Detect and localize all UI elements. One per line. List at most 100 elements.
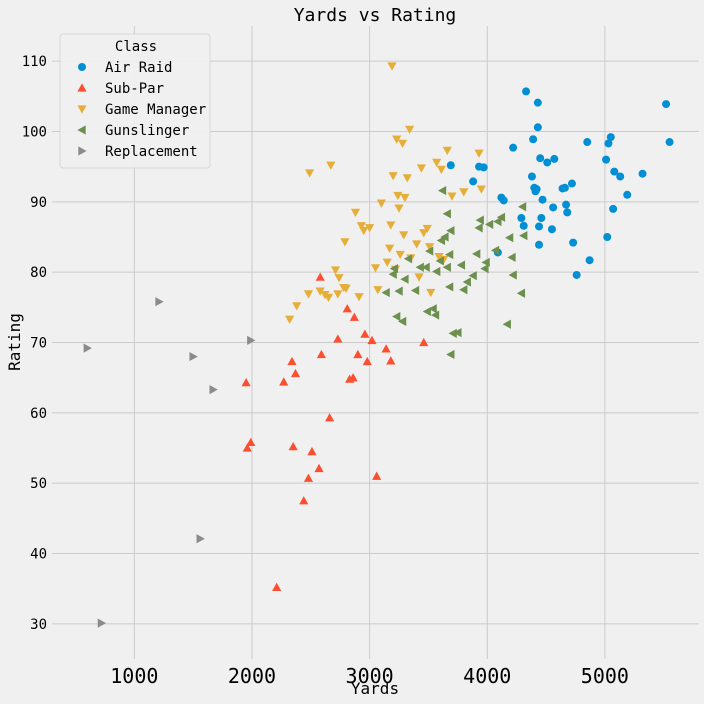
x-tick-label: 2000 xyxy=(228,664,276,688)
data-point-sub-par xyxy=(299,496,309,505)
data-point-gunslinger xyxy=(446,226,455,236)
data-point-gunslinger xyxy=(472,249,481,259)
data-point-replacement xyxy=(196,534,205,544)
data-point-sub-par xyxy=(349,312,359,321)
data-point-gunslinger xyxy=(430,310,440,320)
data-point-sub-par xyxy=(342,304,352,313)
legend-label-gunslinger: Gunslinger xyxy=(105,123,189,139)
x-tick-label: 4000 xyxy=(463,664,511,688)
y-tick-label: 30 xyxy=(30,617,47,633)
data-point-game-manager xyxy=(393,191,403,201)
data-point-sub-par xyxy=(288,441,298,451)
data-point-air-raid xyxy=(527,172,536,181)
data-point-game-manager xyxy=(386,221,396,230)
data-point-game-manager xyxy=(436,165,446,175)
data-point-game-manager xyxy=(340,238,350,247)
data-point-air-raid xyxy=(537,214,546,223)
data-point-air-raid xyxy=(623,190,632,199)
data-point-air-raid xyxy=(536,154,545,163)
data-point-game-manager xyxy=(447,192,457,201)
data-point-gunslinger xyxy=(440,232,449,242)
data-point-game-manager xyxy=(474,149,484,158)
data-point-game-manager xyxy=(323,293,334,303)
data-point-game-manager xyxy=(350,208,361,217)
data-point-air-raid xyxy=(603,233,612,241)
data-point-gunslinger xyxy=(481,257,490,267)
data-point-gunslinger xyxy=(459,285,468,295)
data-point-game-manager xyxy=(422,224,432,234)
data-point-game-manager xyxy=(285,315,295,324)
data-point-air-raid xyxy=(572,270,581,279)
data-point-game-manager xyxy=(394,204,404,213)
data-point-air-raid xyxy=(662,100,671,109)
data-point-air-raid xyxy=(602,155,611,164)
data-point-game-manager xyxy=(334,274,344,283)
y-tick-label: 40 xyxy=(30,547,47,563)
data-point-gunslinger xyxy=(516,288,526,298)
data-point-air-raid xyxy=(550,154,559,163)
data-point-air-raid xyxy=(563,208,572,217)
data-point-game-manager xyxy=(412,240,422,249)
data-point-game-manager xyxy=(356,222,366,231)
data-point-game-manager xyxy=(426,288,436,298)
data-point-sub-par xyxy=(307,446,317,456)
legend-marker-game-manager xyxy=(77,105,87,114)
data-point-gunslinger xyxy=(502,319,511,329)
data-point-game-manager xyxy=(333,290,343,299)
data-point-air-raid xyxy=(509,143,518,152)
data-point-gunslinger xyxy=(519,230,528,241)
data-point-sub-par xyxy=(316,349,326,359)
data-point-gunslinger xyxy=(456,260,466,270)
data-point-game-manager xyxy=(402,174,412,183)
data-point-gunslinger xyxy=(397,316,407,326)
data-point-game-manager xyxy=(400,193,410,203)
data-point-game-manager xyxy=(387,62,397,71)
data-point-game-manager xyxy=(425,243,435,252)
data-point-replacement xyxy=(155,297,164,307)
data-point-replacement xyxy=(247,335,256,345)
data-point-air-raid xyxy=(533,123,542,132)
data-point-air-raid xyxy=(547,225,556,234)
legend-label-game-manager: Game Manager xyxy=(105,102,206,118)
data-point-air-raid xyxy=(519,221,528,230)
data-point-air-raid xyxy=(562,200,571,209)
data-point-air-raid xyxy=(529,135,538,144)
data-point-air-raid xyxy=(560,183,569,192)
y-tick-label: 60 xyxy=(30,406,47,422)
data-point-gunslinger xyxy=(422,306,431,317)
data-point-game-manager xyxy=(459,188,469,197)
data-point-air-raid xyxy=(606,133,615,142)
data-point-replacement xyxy=(97,618,107,628)
data-point-gunslinger xyxy=(435,256,444,266)
data-point-sub-par xyxy=(333,334,343,343)
data-point-sub-par xyxy=(362,356,372,366)
data-point-gunslinger xyxy=(400,274,409,284)
data-point-gunslinger xyxy=(446,349,455,360)
data-point-gunslinger xyxy=(468,271,477,281)
data-point-game-manager xyxy=(388,172,398,181)
data-point-sub-par xyxy=(348,373,358,382)
data-point-game-manager xyxy=(326,161,336,170)
data-point-sub-par xyxy=(290,368,301,378)
data-point-air-raid xyxy=(469,177,478,186)
legend-marker-gunslinger xyxy=(77,125,86,135)
data-point-sub-par xyxy=(314,463,324,473)
data-point-gunslinger xyxy=(485,219,494,229)
data-point-sub-par xyxy=(325,413,335,422)
legend-title: Class xyxy=(115,39,157,55)
data-point-game-manager xyxy=(476,185,486,194)
data-point-game-manager xyxy=(382,258,392,267)
data-point-game-manager xyxy=(432,158,442,168)
data-point-sub-par xyxy=(241,377,251,387)
data-point-sub-par xyxy=(372,471,382,480)
y-tick-label: 110 xyxy=(22,54,47,70)
data-point-sub-par xyxy=(419,337,429,347)
data-point-gunslinger xyxy=(445,282,454,292)
x-tick-label: 3000 xyxy=(346,664,394,688)
x-tick-labels: 1000 2000 3000 4000 5000 xyxy=(110,664,629,688)
legend: Class Air Raid Sub-Par Game Manager Gunslin… xyxy=(59,33,211,169)
data-point-sub-par xyxy=(381,344,391,353)
data-point-gunslinger xyxy=(475,215,484,225)
data-point-gunslinger xyxy=(428,304,437,314)
data-point-game-manager xyxy=(373,286,383,295)
